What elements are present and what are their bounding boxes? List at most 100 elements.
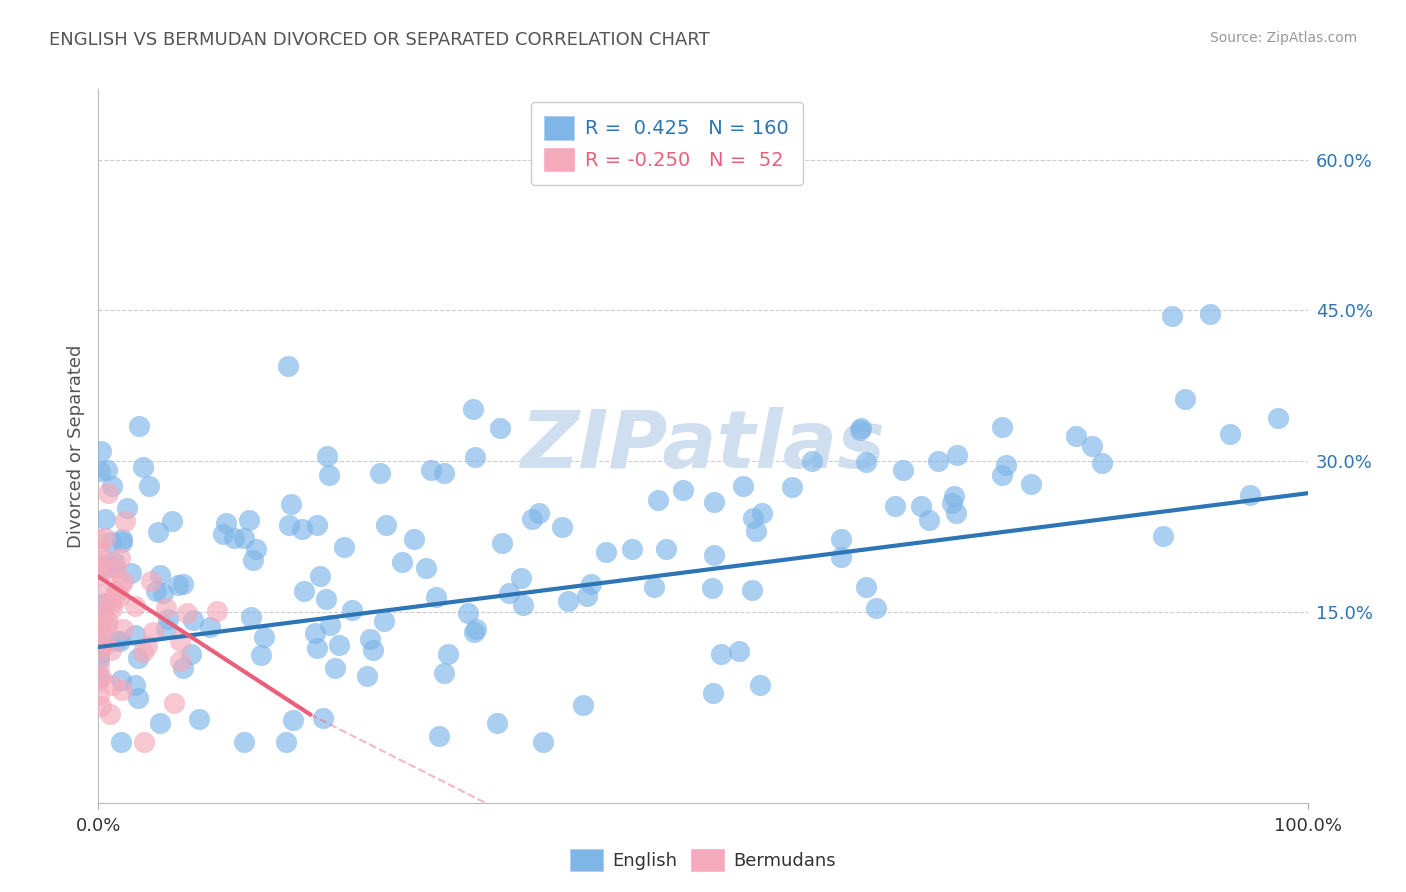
Point xyxy=(87,657,110,672)
Point xyxy=(575,589,598,603)
Point xyxy=(332,540,354,554)
Point xyxy=(87,568,110,582)
Point xyxy=(111,532,134,546)
Point xyxy=(90,606,112,620)
Point xyxy=(239,610,262,624)
Point xyxy=(110,735,132,749)
Point xyxy=(498,585,520,599)
Point xyxy=(942,489,965,503)
Point xyxy=(180,647,202,661)
Point xyxy=(152,586,174,600)
Point xyxy=(108,551,131,566)
Point xyxy=(94,512,117,526)
Point xyxy=(90,670,112,684)
Point xyxy=(374,517,396,532)
Point xyxy=(1161,309,1184,323)
Point xyxy=(111,622,134,636)
Point xyxy=(96,463,118,477)
Point xyxy=(727,644,749,658)
Point xyxy=(93,531,115,545)
Point xyxy=(703,548,725,562)
Point xyxy=(104,561,127,575)
Point xyxy=(101,478,124,492)
Point xyxy=(427,729,450,743)
Point xyxy=(87,640,110,654)
Point xyxy=(741,582,763,597)
Point xyxy=(163,696,186,710)
Point xyxy=(160,514,183,528)
Point xyxy=(111,535,134,549)
Point xyxy=(149,568,172,582)
Point xyxy=(581,577,603,591)
Point xyxy=(233,531,256,545)
Point xyxy=(509,571,531,585)
Point xyxy=(941,496,963,510)
Point xyxy=(368,466,391,480)
Point xyxy=(319,617,342,632)
Point xyxy=(318,467,340,482)
Point xyxy=(361,643,384,657)
Point xyxy=(100,596,122,610)
Point xyxy=(238,513,260,527)
Y-axis label: Divorced or Separated: Divorced or Separated xyxy=(66,344,84,548)
Point xyxy=(830,549,852,564)
Text: ENGLISH VS BERMUDAN DIVORCED OR SEPARATED CORRELATION CHART: ENGLISH VS BERMUDAN DIVORCED OR SEPARATE… xyxy=(49,31,710,49)
Point xyxy=(93,640,115,654)
Point xyxy=(557,594,579,608)
Point xyxy=(464,450,486,464)
Point xyxy=(245,541,267,556)
Point xyxy=(461,402,484,417)
Point xyxy=(90,587,112,601)
Point xyxy=(103,589,125,603)
Point xyxy=(946,448,969,462)
Point xyxy=(115,500,138,515)
Legend: English, Bermudans: English, Bermudans xyxy=(564,842,842,879)
Point xyxy=(172,661,194,675)
Point xyxy=(87,626,110,640)
Point xyxy=(112,574,135,588)
Point xyxy=(132,645,155,659)
Point xyxy=(323,661,346,675)
Point xyxy=(1152,529,1174,543)
Point xyxy=(457,606,479,620)
Point xyxy=(104,634,127,648)
Point xyxy=(108,590,131,604)
Point xyxy=(990,467,1012,482)
Point xyxy=(172,576,194,591)
Point xyxy=(742,511,765,525)
Point xyxy=(486,716,509,731)
Point xyxy=(120,566,142,580)
Point xyxy=(1174,392,1197,407)
Text: Source: ZipAtlas.com: Source: ZipAtlas.com xyxy=(1209,31,1357,45)
Point xyxy=(849,421,872,435)
Point xyxy=(1091,456,1114,470)
Point xyxy=(340,603,363,617)
Point xyxy=(491,536,513,550)
Point xyxy=(93,608,115,623)
Point xyxy=(304,625,326,640)
Point xyxy=(167,578,190,592)
Point xyxy=(89,652,111,666)
Point xyxy=(135,640,157,654)
Point xyxy=(749,678,772,692)
Point xyxy=(205,604,228,618)
Point xyxy=(110,673,132,688)
Point xyxy=(89,615,111,630)
Point xyxy=(87,541,110,556)
Point xyxy=(91,559,114,574)
Point xyxy=(132,735,155,749)
Point xyxy=(1239,488,1261,502)
Point xyxy=(425,591,447,605)
Point xyxy=(91,615,114,629)
Point xyxy=(1267,411,1289,425)
Point xyxy=(849,423,872,437)
Point xyxy=(100,534,122,549)
Point xyxy=(274,735,297,749)
Point xyxy=(751,506,773,520)
Point xyxy=(103,555,125,569)
Point xyxy=(990,420,1012,434)
Point xyxy=(90,444,112,458)
Point xyxy=(242,553,264,567)
Point xyxy=(831,532,853,546)
Point xyxy=(733,479,755,493)
